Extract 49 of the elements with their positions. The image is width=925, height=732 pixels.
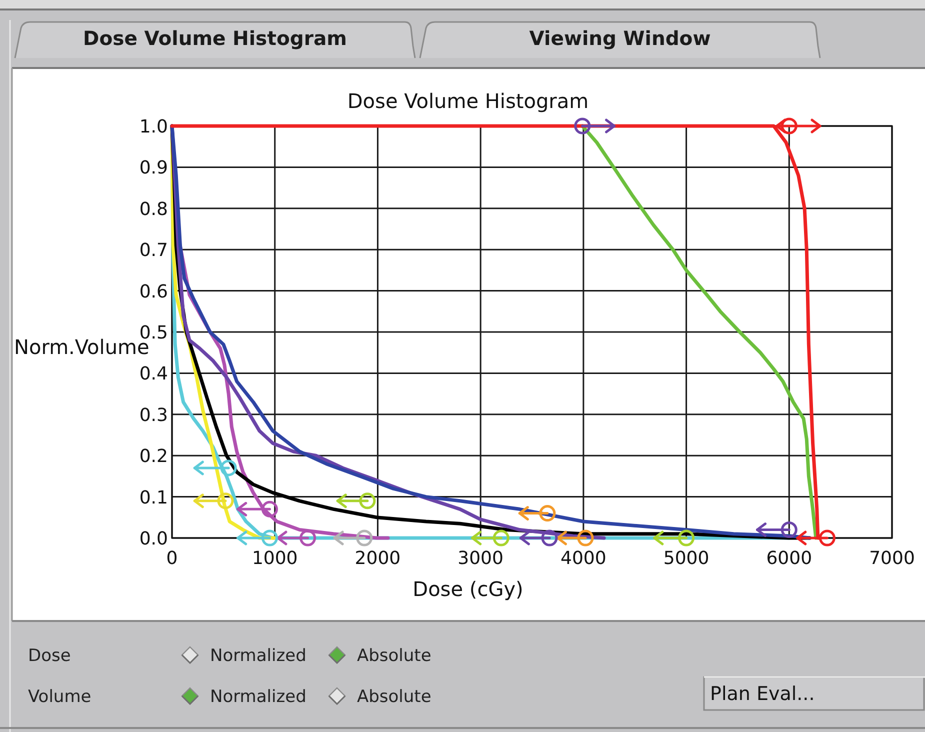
text: Dose (28, 646, 71, 666)
y-tick-label: 0.8 (139, 198, 168, 220)
y-tick-label: 0.9 (139, 158, 168, 179)
tab[interactable]: Viewing Window (419, 21, 821, 59)
point (574, 118, 591, 134)
point (356, 530, 373, 546)
radio-button[interactable] (181, 646, 199, 664)
text: Absolute (357, 687, 432, 707)
radio-button[interactable] (328, 687, 346, 706)
tab[interactable]: Dose Volume Histogram (14, 21, 416, 59)
chart-title: Dose Volume Histogram (347, 89, 589, 113)
point (541, 530, 558, 546)
y-tick-label: 0.0 (139, 528, 168, 550)
y-tick-label: 0.7 (139, 240, 168, 262)
x-tick-label: 5000 (663, 548, 710, 569)
text: Normalized (210, 687, 306, 707)
x-tick-label: 3000 (458, 548, 504, 569)
point (300, 530, 316, 546)
text: Absolute (357, 646, 432, 666)
y-tick-label: 0.4 (139, 364, 168, 385)
point (678, 530, 695, 546)
x-tick-label: 1000 (252, 548, 298, 569)
point (220, 460, 237, 476)
button[interactable]: Plan Eval... (703, 676, 925, 711)
y-tick-label: 0.1 (139, 487, 168, 508)
point (539, 505, 556, 522)
point (780, 522, 798, 538)
y-tick-label: 1.0 (139, 116, 168, 138)
x-axis-title: Dose (cGy) (412, 577, 524, 601)
point (780, 118, 798, 134)
text: Volume (28, 687, 92, 707)
radio-button[interactable] (181, 687, 199, 706)
x-tick-label: 2000 (354, 548, 401, 569)
y-tick-label: 0.2 (139, 446, 168, 468)
point (492, 530, 510, 546)
point (261, 530, 278, 546)
radio-button[interactable] (328, 646, 346, 664)
point (359, 492, 376, 510)
text: Normalized (210, 646, 306, 666)
x-tick-label: 6000 (766, 548, 812, 569)
point (577, 530, 594, 546)
y-tick-label: 0.6 (139, 281, 168, 302)
x-tick-label: 0 (166, 548, 178, 569)
point (818, 530, 836, 546)
point (261, 500, 278, 518)
point (217, 492, 234, 510)
x-tick-label: 7000 (869, 548, 915, 569)
x-tick-label: 4000 (560, 548, 606, 569)
y-tick-label: 0.3 (139, 404, 168, 426)
